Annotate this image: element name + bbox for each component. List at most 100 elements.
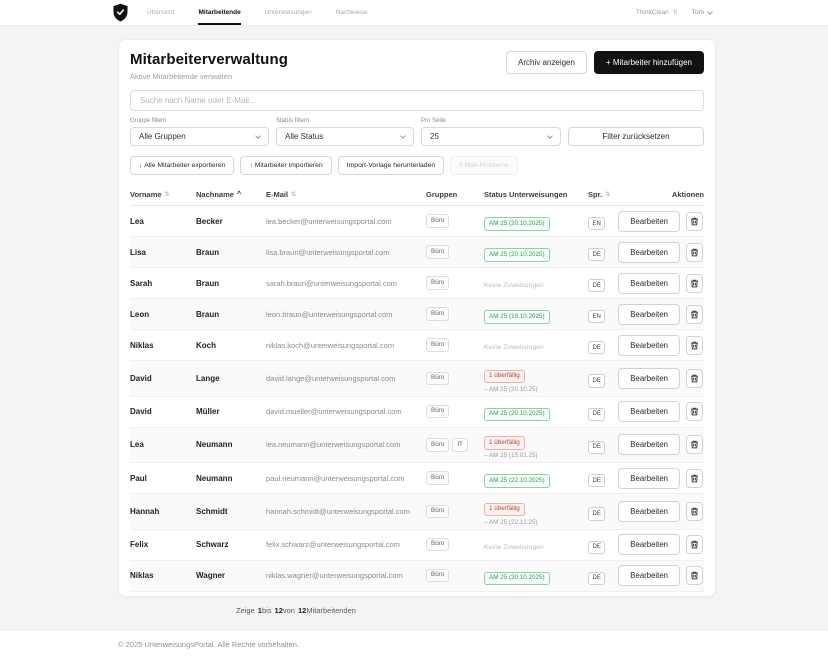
nav-item-nachweise[interactable]: Nachweise (335, 9, 368, 16)
trash-icon (691, 441, 698, 449)
shield-logo-icon (113, 3, 128, 22)
cell-nachname: Neumann (196, 440, 233, 450)
employee-management-card: Mitarbeiterverwaltung Aktive Mitarbeiten… (118, 39, 716, 597)
language-badge: DE (588, 440, 606, 455)
column-header-sprache[interactable]: Spr. ⇅ (588, 190, 611, 199)
edit-button[interactable]: Bearbeiten (618, 272, 680, 294)
edit-button[interactable]: Bearbeiten (618, 534, 680, 555)
cell-vorname: Lea (130, 216, 144, 226)
cell-vorname: Sarah (130, 278, 153, 288)
language-badge: DE (588, 279, 606, 293)
delete-button[interactable] (686, 435, 703, 455)
search-input[interactable] (130, 90, 704, 111)
delete-button[interactable] (686, 211, 703, 231)
status-detail: – AM 25 (15.01.25) (484, 452, 538, 459)
status-cell: AM 25 (19.10.2025) (484, 305, 588, 324)
edit-button[interactable]: Bearbeiten (618, 565, 680, 586)
delete-button[interactable] (686, 242, 703, 262)
trash-icon (691, 341, 698, 349)
employee-table: Vorname ⇅ Nachname ^ E-Mail ⇅ Gruppen Statu… (130, 185, 704, 592)
column-header-nachname[interactable]: Nachname ^ (196, 190, 242, 199)
delete-button[interactable] (686, 335, 703, 355)
edit-button[interactable]: Bearbeiten (618, 210, 680, 232)
chevron-down-icon (707, 8, 713, 15)
main-nav: Übersicht Mitarbeitende Unterweisungen N… (147, 0, 368, 25)
table-header: Vorname ⇅ Nachname ^ E-Mail ⇅ Gruppen Statu… (130, 185, 704, 206)
cell-nachname: Braun (196, 247, 220, 257)
edit-button[interactable]: Bearbeiten (618, 401, 680, 422)
row-actions: Bearbeiten (618, 334, 704, 356)
column-header-gruppen: Gruppen (426, 190, 458, 199)
status-filter-select[interactable]: Alle Status (276, 127, 414, 146)
group-badge: Büro (426, 245, 450, 259)
group-badges: Büro IT (426, 438, 484, 452)
delete-button[interactable] (686, 468, 703, 488)
delete-button[interactable] (686, 402, 703, 421)
group-badges: Büro (426, 537, 484, 552)
cell-email: david.mueller@unterweisungsportal.com (266, 407, 402, 416)
group-badge: Büro (426, 537, 450, 552)
edit-button[interactable]: Bearbeiten (618, 500, 680, 522)
cell-nachname: Neumann (196, 473, 233, 483)
row-actions: Bearbeiten (618, 467, 704, 489)
delete-button[interactable] (686, 501, 703, 521)
delete-button[interactable] (686, 304, 703, 324)
reset-filters-button[interactable]: Filter zurücksetzen (568, 127, 704, 146)
table-row: David Müller david.mueller@unterweisungs… (130, 397, 704, 428)
row-actions: Bearbeiten (618, 565, 704, 586)
archive-button[interactable]: Archiv anzeigen (506, 51, 587, 74)
edit-button[interactable]: Bearbeiten (618, 434, 680, 456)
cell-email: lea.becker@unterweisungsportal.com (266, 216, 392, 226)
trash-icon (691, 571, 698, 580)
language-badge: DE (588, 507, 606, 521)
status-none-text: Keine Zuweisungen (484, 344, 544, 351)
user-menu[interactable]: Tom (691, 8, 713, 16)
edit-button[interactable]: Bearbeiten (618, 241, 680, 263)
column-header-email[interactable]: E-Mail ⇅ (266, 190, 297, 199)
delete-button[interactable] (686, 566, 703, 585)
filter-bar: Gruppe filtern Alle Gruppen Status filte… (130, 118, 704, 146)
edit-button[interactable]: Bearbeiten (618, 467, 680, 489)
column-header-vorname[interactable]: Vorname ⇅ (130, 190, 170, 199)
cell-nachname: Koch (196, 340, 216, 350)
page-body: Mitarbeiterverwaltung Aktive Mitarbeiten… (0, 26, 828, 615)
user-name: Tom (691, 9, 704, 16)
pagination-summary: Zeige 1bis 12von 12Mitarbeitenden (236, 605, 356, 615)
org-switcher[interactable]: ThinkClean ⇅ (636, 9, 678, 16)
table-row: Felix Schwarz felix.schwarz@unterweisung… (130, 530, 704, 561)
row-actions: Bearbeiten (618, 434, 704, 456)
edit-button[interactable]: Bearbeiten (618, 334, 680, 356)
delete-button[interactable] (686, 273, 703, 293)
status-badge-overdue: 1 überfällig (484, 369, 525, 383)
import-template-button[interactable]: Import-Vorlage herunterladen (337, 156, 445, 175)
cell-vorname: Leon (130, 309, 150, 319)
row-actions: Bearbeiten (618, 401, 704, 422)
cell-vorname: Lisa (130, 247, 147, 257)
export-all-button[interactable]: ↓ Alle Mitarbeiter exportieren (130, 156, 235, 175)
status-cell: AM 25 (20.10.2025) (484, 402, 588, 421)
row-actions: Bearbeiten (618, 210, 704, 232)
cell-email: lea.neumann@unterweisungsportal.com (266, 440, 401, 450)
nav-item-unterweisungen[interactable]: Unterweisungen (264, 9, 312, 16)
app-footer: © 2025 UnterweisungsPortal. Alle Rechte … (0, 631, 828, 657)
language-badge: DE (588, 374, 606, 388)
per-page-select[interactable]: 25 (421, 127, 561, 146)
column-header-status: Status Unterweisungen (484, 190, 568, 199)
group-filter-select[interactable]: Alle Gruppen (130, 127, 269, 146)
status-badge-ok: AM 25 (20.10.2025) (484, 217, 550, 231)
table-row: Sarah Braun sarah.braun@unterweisungspor… (130, 268, 704, 299)
nav-item-uebersicht[interactable]: Übersicht (147, 9, 175, 16)
import-button[interactable]: ↑ Mitarbeiter importieren (240, 156, 332, 175)
trash-icon (691, 540, 698, 549)
delete-button[interactable] (686, 368, 703, 388)
delete-button[interactable] (686, 535, 703, 554)
header-right: ThinkClean ⇅ Tom (636, 8, 713, 16)
group-badges: Büro (426, 371, 484, 385)
language-badge: DE (588, 248, 606, 262)
group-badges: Büro (426, 307, 484, 321)
row-actions: Bearbeiten (618, 303, 704, 325)
nav-item-mitarbeitende[interactable]: Mitarbeitende (198, 0, 241, 25)
edit-button[interactable]: Bearbeiten (618, 367, 680, 389)
edit-button[interactable]: Bearbeiten (618, 303, 680, 325)
add-employee-button[interactable]: + Mitarbeiter hinzufügen (593, 51, 704, 74)
